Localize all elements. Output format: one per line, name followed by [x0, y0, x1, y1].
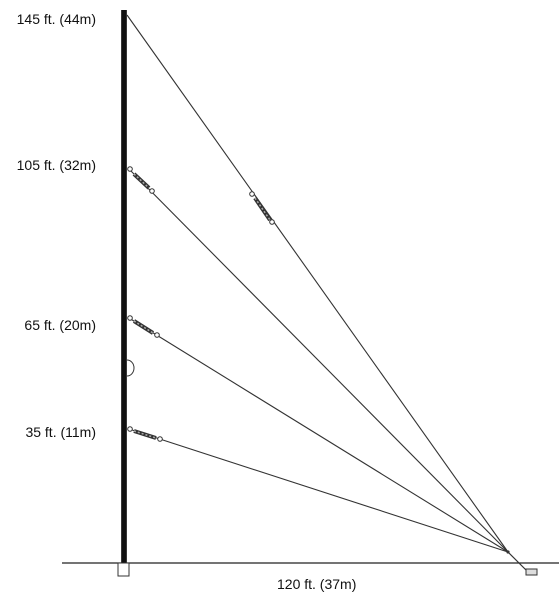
- height-label-145: 145 ft. (44m): [16, 11, 96, 27]
- turnbuckle-105: [127, 166, 155, 194]
- turnbuckle-65: [127, 315, 160, 338]
- mast: [121, 10, 127, 563]
- height-label-35: 35 ft. (11m): [25, 424, 96, 440]
- guy-wires: [126, 14, 509, 553]
- mast-base: [117, 562, 130, 577]
- guy-wire-145: [126, 14, 509, 553]
- height-label-105: 105 ft. (32m): [16, 157, 96, 173]
- turnbuckle-35: [127, 426, 163, 442]
- guy-wire-105: [128, 168, 509, 553]
- distance-label: 120 ft. (37m): [277, 576, 357, 592]
- height-label-65: 65 ft. (20m): [24, 317, 96, 333]
- guy-wire-65: [128, 317, 509, 553]
- mast-ring: [126, 359, 135, 377]
- mast-lattice: [121, 10, 127, 563]
- guy-wire-35: [128, 428, 509, 553]
- turnbuckles: [127, 166, 275, 442]
- turnbuckle-145: [249, 191, 275, 225]
- ground-anchor: [506, 550, 538, 576]
